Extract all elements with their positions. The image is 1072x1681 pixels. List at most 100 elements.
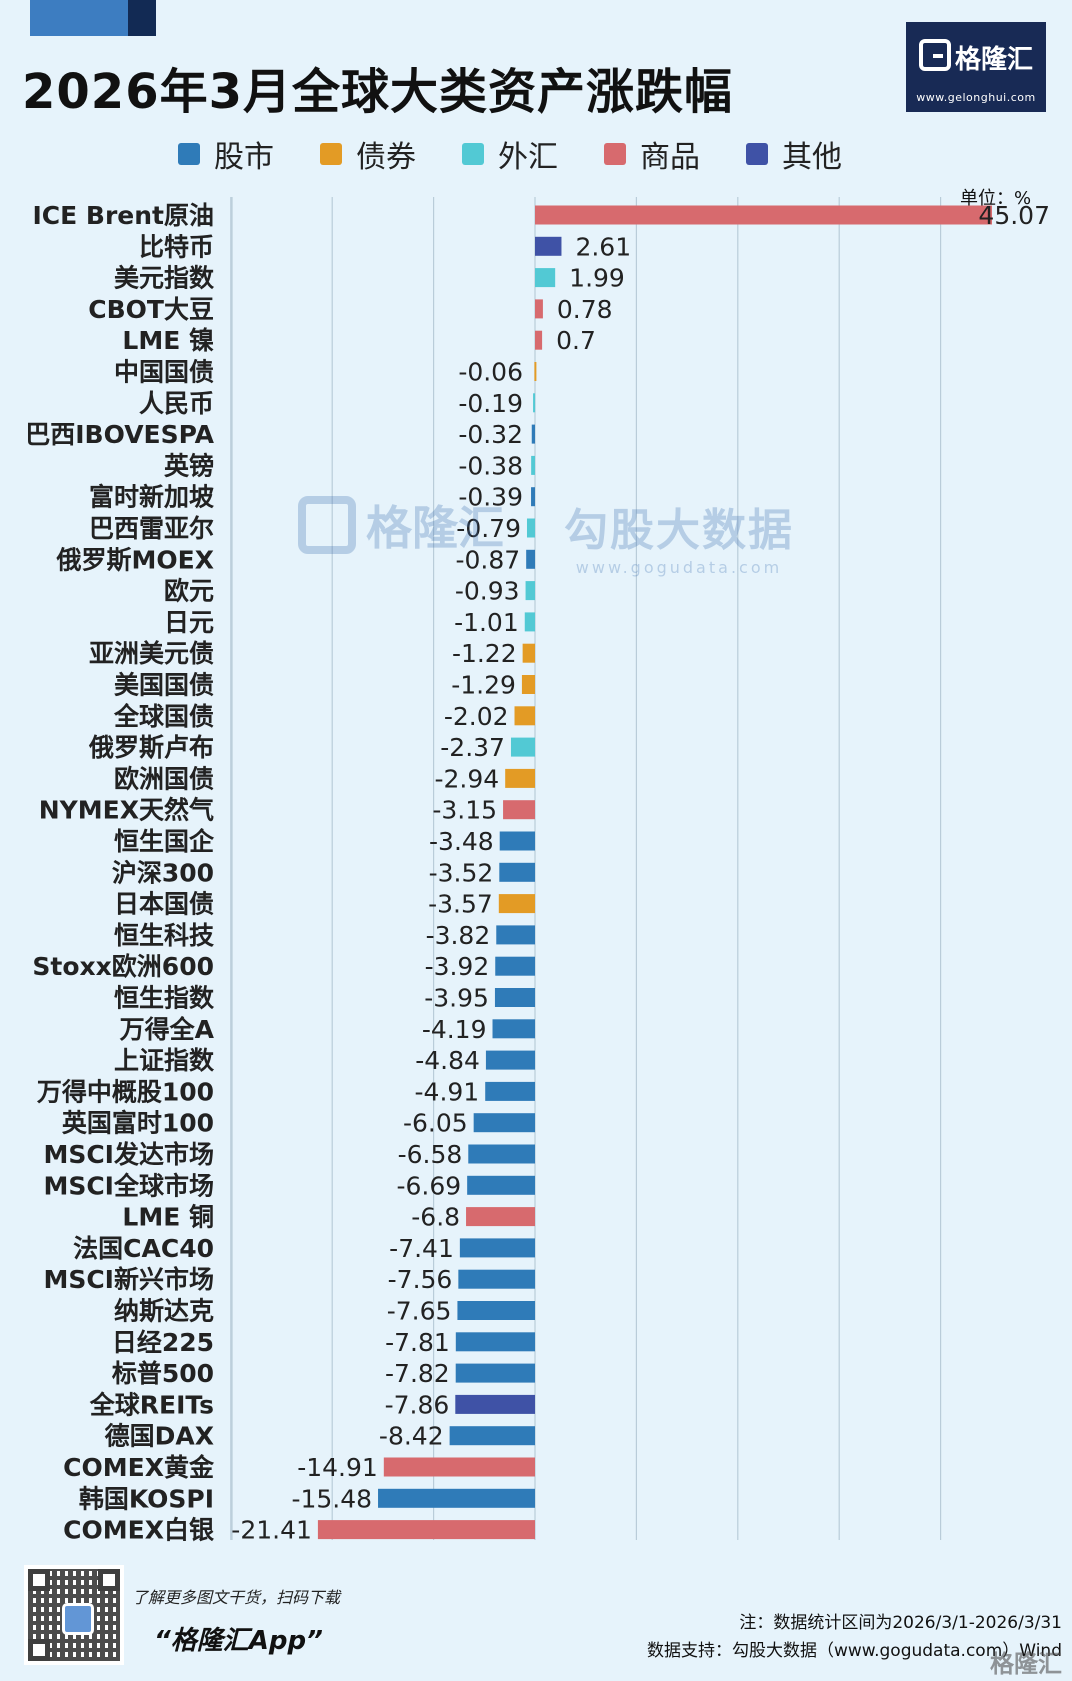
category-label: 恒生科技	[114, 921, 214, 950]
promo-app-name: “格隆汇App”	[154, 1626, 323, 1656]
legend-label: 其他	[782, 140, 842, 175]
category-label: 人民币	[139, 389, 214, 418]
category-label: COMEX白银	[63, 1516, 215, 1545]
category-label: CBOT大豆	[88, 295, 214, 324]
legend-item-stock: 股市	[178, 132, 274, 176]
value-label: -6.05	[403, 1109, 468, 1138]
value-label: 2.61	[575, 232, 631, 261]
logo-url: www.gelonghui.com	[916, 91, 1036, 104]
bar	[457, 1301, 535, 1320]
legend-label: 债券	[356, 140, 416, 175]
legend-label: 外汇	[498, 140, 558, 175]
category-label: 韩国KOSPI	[79, 1484, 214, 1513]
bar	[521, 675, 535, 694]
legend-swatch	[746, 143, 768, 165]
bar	[499, 862, 535, 882]
value-label: -0.79	[456, 514, 521, 543]
bar	[468, 1144, 535, 1164]
bar	[473, 1113, 535, 1133]
bar	[458, 1269, 535, 1289]
legend-swatch	[462, 143, 484, 165]
category-label: 万得全A	[120, 1015, 215, 1044]
bar	[455, 1363, 535, 1383]
category-label: 全球国债	[113, 702, 214, 731]
value-label: -15.48	[291, 1484, 372, 1513]
value-label: -0.38	[458, 451, 523, 480]
legend-item-fx: 外汇	[462, 132, 558, 176]
category-label: 俄罗斯MOEX	[56, 545, 214, 574]
value-label: -6.8	[411, 1203, 460, 1232]
bar-chart: ICE Brent原油 45.07 比特币 2.61 美元指数 1.99 CBOT大豆 0.7…	[0, 195, 1072, 1545]
bar	[535, 330, 543, 350]
value-label: 45.07	[978, 201, 1050, 230]
category-label: 亚洲美元债	[89, 639, 214, 668]
value-label: -2.02	[444, 702, 509, 731]
promo-text: 了解更多图文干货，扫码下载	[132, 1588, 341, 1607]
bar	[466, 1207, 535, 1227]
qr-corner-marker	[28, 1639, 50, 1661]
category-label: 恒生指数	[114, 984, 215, 1013]
value-label: -7.65	[387, 1297, 452, 1326]
category-label: 标普500	[112, 1359, 214, 1388]
category-label: NYMEX天然气	[39, 796, 214, 825]
value-label: -3.52	[429, 858, 494, 887]
value-label: -8.42	[379, 1422, 444, 1451]
value-label: -3.92	[425, 952, 490, 981]
value-label: -1.22	[452, 639, 517, 668]
category-label: MSCI新兴市场	[43, 1265, 214, 1294]
value-label: -7.56	[388, 1265, 453, 1294]
value-label: -2.94	[435, 764, 500, 793]
bar	[449, 1426, 535, 1446]
legend-swatch	[178, 143, 200, 165]
category-label: COMEX黄金	[63, 1453, 215, 1482]
category-label: 纳斯达克	[114, 1297, 214, 1326]
value-label: 0.7	[556, 326, 596, 355]
bar	[531, 424, 535, 444]
footnote-source: 数据支持：勾股大数据（www.gogudata.com）Wind	[646, 1641, 1062, 1661]
bar	[535, 268, 556, 288]
qr-logo-icon	[62, 1603, 94, 1635]
value-label: -3.95	[424, 984, 489, 1013]
value-label: -7.86	[385, 1390, 450, 1419]
value-label: -0.39	[458, 483, 523, 512]
value-label: -6.69	[396, 1171, 461, 1200]
qr-corner-marker	[28, 1569, 50, 1591]
bar	[505, 768, 535, 788]
bar	[510, 737, 535, 757]
value-label: -14.91	[297, 1453, 378, 1482]
value-label: -4.84	[415, 1046, 480, 1075]
watermark-g-icon	[298, 496, 356, 554]
bar	[383, 1457, 535, 1477]
footer-logo: 格隆汇	[990, 1650, 1062, 1678]
bar	[499, 831, 535, 851]
bar	[535, 205, 993, 225]
bar	[378, 1488, 535, 1508]
top-accent-bar	[30, 0, 128, 36]
bar	[531, 455, 535, 475]
value-label: -0.93	[455, 577, 520, 606]
category-label: LME 铜	[122, 1203, 214, 1232]
category-label: 英镑	[164, 451, 214, 480]
bar	[514, 706, 535, 726]
value-label: 1.99	[569, 264, 625, 293]
category-label: 欧元	[164, 577, 214, 606]
category-label: MSCI发达市场	[43, 1140, 214, 1169]
chart-title: 2026年3月全球大类资产涨跌幅	[22, 64, 733, 120]
bar	[459, 1238, 535, 1258]
category-label: 美元指数	[114, 264, 215, 293]
legend-label: 股市	[214, 140, 274, 175]
bar	[531, 487, 535, 507]
bar	[455, 1394, 535, 1414]
value-label: -7.82	[385, 1359, 450, 1388]
bar	[524, 612, 535, 632]
qr-pattern	[28, 1569, 120, 1661]
value-label: -4.19	[422, 1015, 487, 1044]
value-label: -1.29	[451, 671, 516, 700]
bar	[496, 925, 535, 945]
category-label: 日本国债	[114, 890, 214, 919]
logo-g-icon	[918, 39, 951, 71]
value-label: -3.57	[428, 890, 493, 919]
category-label: 恒生国企	[114, 827, 215, 856]
value-label: -0.87	[455, 545, 520, 574]
category-label: MSCI全球市场	[43, 1171, 214, 1200]
